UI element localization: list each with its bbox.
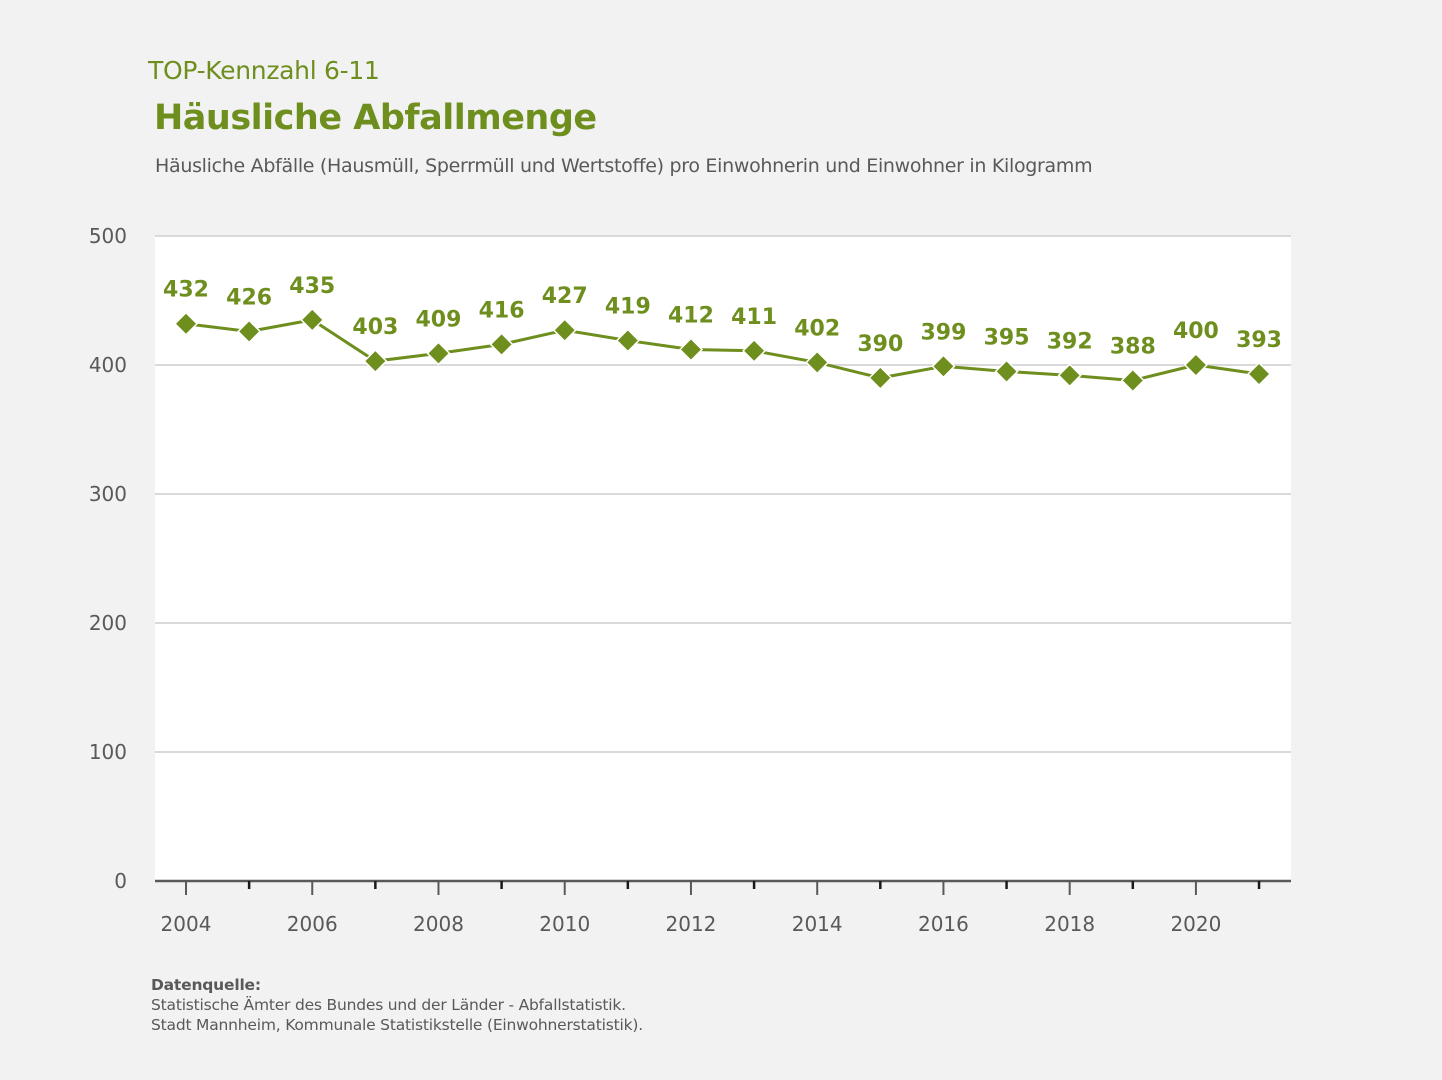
data-point-marker [931, 354, 956, 379]
y-tick-label: 200 [89, 611, 127, 635]
x-tick-label: 2014 [792, 912, 843, 936]
y-tick-label: 400 [89, 353, 127, 377]
data-point-marker [489, 332, 514, 357]
x-tick-label: 2010 [539, 912, 590, 936]
series-line [173, 307, 1272, 393]
gridlines [155, 235, 1291, 753]
y-tick-label: 100 [89, 740, 127, 764]
data-label: 399 [920, 320, 966, 345]
data-label: 432 [163, 278, 209, 303]
x-tick-label: 2020 [1170, 912, 1221, 936]
data-point-marker [173, 311, 199, 336]
data-point-marker [615, 328, 640, 353]
data-source-line: Statistische Ämter des Bundes und der Lä… [151, 996, 626, 1014]
data-point-marker [742, 338, 767, 363]
data-point-marker [237, 319, 262, 344]
data-source-heading: Datenquelle: [151, 976, 261, 994]
x-tick-label: 2008 [413, 912, 464, 936]
x-tick-label: 2018 [1044, 912, 1095, 936]
data-label: 409 [416, 307, 462, 332]
data-point-marker [805, 350, 830, 375]
data-label: 388 [1110, 334, 1156, 359]
data-label: 395 [984, 325, 1030, 350]
data-label: 400 [1173, 319, 1219, 344]
data-label: 435 [289, 274, 335, 299]
data-label: 402 [794, 316, 840, 341]
x-tick-label: 2012 [666, 912, 717, 936]
x-tick-label: 2004 [161, 912, 212, 936]
data-point-marker [363, 349, 388, 374]
y-tick-label: 0 [114, 869, 127, 893]
data-source-line: Stadt Mannheim, Kommunale Statistikstell… [151, 1016, 643, 1034]
data-point-marker [1120, 368, 1145, 393]
plot-area [155, 236, 1291, 881]
data-point-marker [552, 318, 577, 343]
data-label: 416 [479, 298, 525, 323]
data-point-marker [1183, 352, 1208, 378]
data-label: 412 [668, 304, 714, 329]
data-point-marker [300, 307, 325, 332]
data-point-marker [678, 337, 704, 362]
data-label: 419 [605, 294, 651, 319]
data-source: Datenquelle: Statistische Ämter des Bund… [151, 975, 643, 1035]
data-label: 392 [1047, 329, 1093, 354]
data-labels: 432 426 435 403 409 416 427 419 412 411 402 390 399 3… [163, 274, 1282, 360]
data-point-marker [1057, 363, 1082, 388]
x-tick-label: 2016 [918, 912, 969, 936]
y-tick-label: 500 [89, 224, 127, 248]
data-label: 427 [542, 284, 588, 309]
chart-subtitle: Häusliche Abfälle (Hausmüll, Sperrmüll u… [155, 155, 1093, 177]
x-axis: 2004 2006 2008 2010 2012 2014 2016 2018 2020 [155, 879, 1291, 936]
data-point-marker [994, 359, 1019, 384]
chart-title: Häusliche Abfallmenge [154, 98, 597, 138]
x-tick-label: 2006 [287, 912, 338, 936]
data-point-marker [868, 365, 893, 390]
y-tick-label: 300 [89, 482, 127, 506]
data-point-marker [426, 341, 451, 366]
data-label: 403 [352, 315, 398, 340]
y-axis: 0 100 200 300 400 500 [89, 224, 127, 893]
data-label: 390 [857, 332, 903, 357]
chart-kicker: TOP-Kennzahl 6-11 [148, 56, 380, 85]
data-label: 411 [731, 305, 777, 330]
data-label: 393 [1236, 328, 1282, 353]
data-point-marker [1246, 361, 1272, 387]
data-label: 426 [226, 285, 272, 310]
